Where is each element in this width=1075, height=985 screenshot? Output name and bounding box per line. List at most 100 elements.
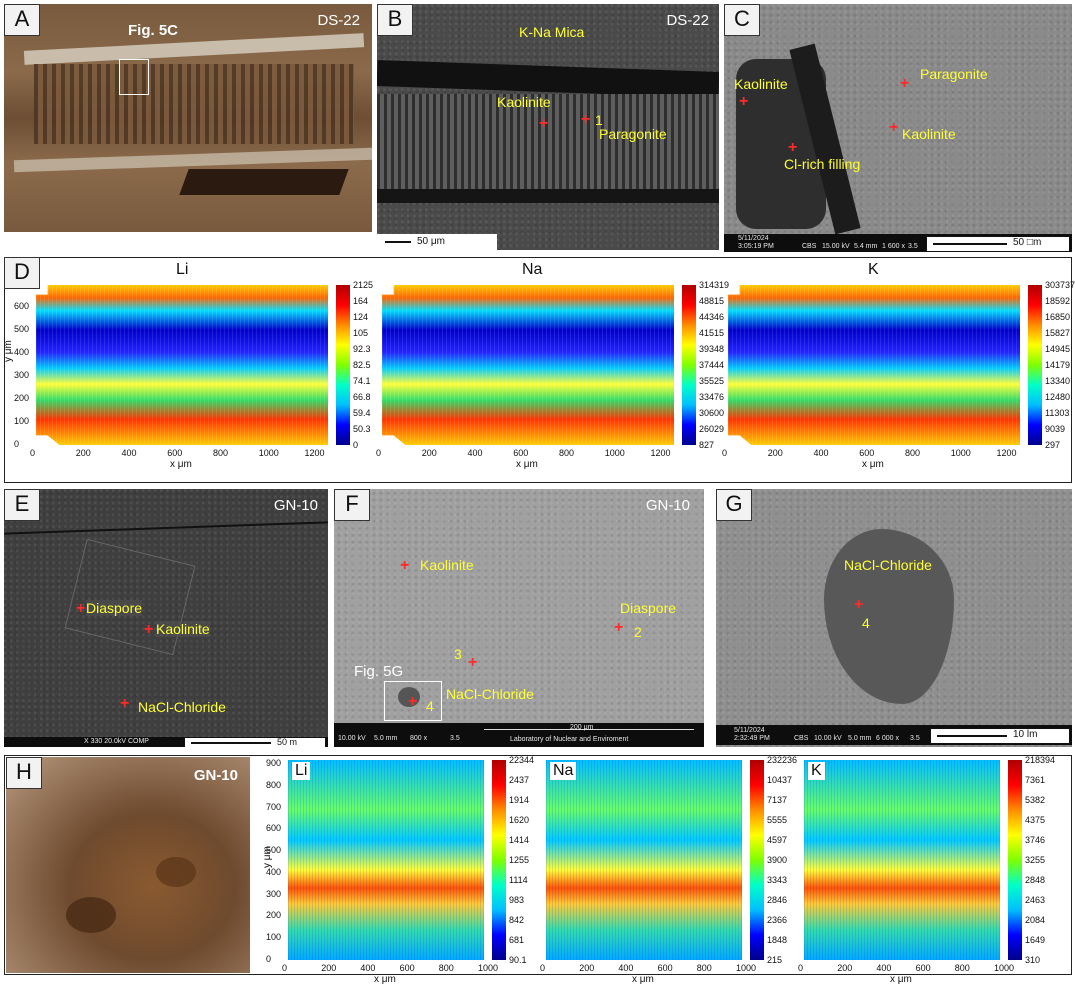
panel-d-map-title-li: Li [176,261,189,278]
point-number-4-g: 4 [862,615,870,631]
panel-h-colorbar-tick: 1414 [509,835,530,845]
panel-b-sem-image: B DS-22 K-Na Mica Kaolinite + + 1 Parago… [377,4,719,250]
panel-h-colorbar-tick: 5382 [1025,795,1046,805]
dark-band-lower [377,189,719,203]
info-det-g: CBS [794,735,809,742]
point-number-1: 1 [595,112,603,128]
panel-h-x-tick: 1000 [994,963,1015,973]
info-mag-c: 1 600 x [882,243,905,250]
mica-lamella-bright [23,33,365,65]
panel-h-colorbar-tick: 3746 [1025,835,1046,845]
panel-h-colorbar-tick: 1649 [1025,935,1046,945]
panel-tag-a: A [4,4,40,36]
panel-h-x-tick: 200 [837,963,853,973]
info-spot-c: 3.5 [908,243,918,250]
panel-h-frame [4,755,1072,975]
panel-h-y-tick: 300 [266,888,282,899]
panel-d-x-tick: 0 [30,448,36,458]
panel-d-colorbar-tick: 124 [353,312,369,322]
panel-d-x-tick: 1200 [650,448,671,458]
panel-d-x-tick: 400 [121,448,137,458]
crack-line [4,521,328,535]
info-text-e: X 330 20.0kV COMP [84,738,149,745]
panel-d-y-tick: 100 [14,416,30,427]
panel-h-colorbar-tick: 4597 [767,835,788,845]
paragonite-label-b: Paragonite [599,126,667,142]
panel-d-colorbar-tick: 44346 [699,312,725,322]
lab-name-f: Laboratory of Nuclear and Enviroment [510,736,629,743]
panel-h-colorbar-tick: 2366 [767,915,788,925]
panel-h-colorbar-tick: 2084 [1025,915,1046,925]
info-mag-f: 800 x [410,735,428,742]
panel-h-x-tick: 400 [876,963,892,973]
sem-info-bar-g: 5/11/2024 2:32:49 PM CBS 10.00 kV 5.0 mm… [716,725,1072,745]
panel-tag-e: E [4,489,40,521]
point-marker-kaolinite-e: + [144,621,154,638]
dark-fragment [179,169,349,195]
panel-h-heatmap-li [288,760,484,960]
panel-h-x-tick: 800 [696,963,712,973]
panel-d-colorbar-tick: 59.4 [353,408,371,418]
diaspore-label-e: Diaspore [86,600,143,616]
panel-d-colorbar-tick: 9039 [1045,424,1066,434]
panel-d-x-tick: 600 [859,448,875,458]
panel-tag-f: F [334,489,370,521]
panel-d-colorbar-tick: 164 [353,296,369,306]
point-marker-paragonite-c: + [900,75,910,92]
scale-bar-b-strip [377,234,497,250]
panel-h-colorbar-li [492,760,506,960]
panel-h-optical-image: H GN-10 [6,757,250,973]
panel-d-colorbar-tick: 15827 [1045,328,1071,338]
panel-d-colorbar-tick: 35525 [699,376,725,386]
panel-g-sem-image: G NaCl-Chloride + 4 5/11/2024 2:32:49 PM… [716,489,1072,747]
panel-h-y-tick: 0 [266,954,272,964]
sem-info-bar-c: 5/11/2024 3:05:19 PM CBS 15.00 kV 5.4 mm… [724,234,1072,252]
kaolinite-label-b: Kaolinite [497,94,551,110]
fig-5c-box [119,59,149,95]
panel-d-colorbar-tick: 16850 [1045,312,1071,322]
panel-h-colorbar-tick: 1914 [509,795,530,805]
panel-d-heatmap-li [36,285,328,445]
panel-h-y-tick: 600 [266,823,282,834]
fig-5g-box [384,681,442,721]
panel-f-sem-image: F GN-10 + Kaolinite Diaspore + 2 3 + Fig… [334,489,704,747]
panel-h-colorbar-tick: 681 [509,935,525,945]
sample-label-a: DS-22 [317,12,360,29]
panel-h-x-axis-label: x μm [632,974,654,985]
panel-h-x-tick: 0 [798,963,804,973]
dark-patch-1 [66,897,116,933]
panel-d-colorbar-tick: 18592 [1045,296,1071,306]
panel-d-x-tick: 600 [167,448,183,458]
info-det-c: CBS [802,243,817,250]
panel-d-x-tick: 1200 [996,448,1017,458]
kaolinite-label-e: Kaolinite [156,621,210,637]
panel-d-x-axis-label: x μm [516,459,538,470]
fig-5g-reference: Fig. 5G [354,663,404,680]
scale-text-e: 50 m [277,737,298,747]
mica-crystal [34,64,354,144]
panel-h-y-tick: 400 [266,866,282,877]
panel-h-colorbar-tick: 2437 [509,775,530,785]
dark-patch-2 [156,857,196,887]
panel-h-x-axis-label: x μm [374,974,396,985]
panel-d-x-axis-label: x μm [862,459,884,470]
sem-info-bar-f: 10.00 kV 5.0 mm 800 x 3.5 200 μm Laborat… [334,723,704,747]
panel-d-x-tick: 400 [813,448,829,458]
panel-tag-b: B [377,4,413,36]
panel-d-x-tick: 800 [212,448,229,458]
panel-d-x-tick: 200 [75,448,91,458]
panel-d-x-tick: 0 [722,448,728,458]
cl-filling-label: Cl-rich filling [784,156,861,172]
scale-bar-f [484,729,694,730]
nacl-chloride-label-g: NaCl-Chloride [844,557,932,573]
point-marker-nacl-e: + [120,695,130,712]
point-marker-4-g: + [854,596,864,613]
panel-d-colorbar-tick: 37444 [699,360,725,370]
point-marker-cl-filling: + [788,139,798,156]
point-marker-kaolinite-c1: + [739,93,749,110]
panel-h-x-tick: 0 [540,963,546,973]
panel-d-colorbar-tick: 48815 [699,296,725,306]
panel-tag-d: D [4,257,40,289]
info-wd-f: 5.0 mm [374,735,398,742]
info-date-g: 5/11/2024 [734,727,765,734]
